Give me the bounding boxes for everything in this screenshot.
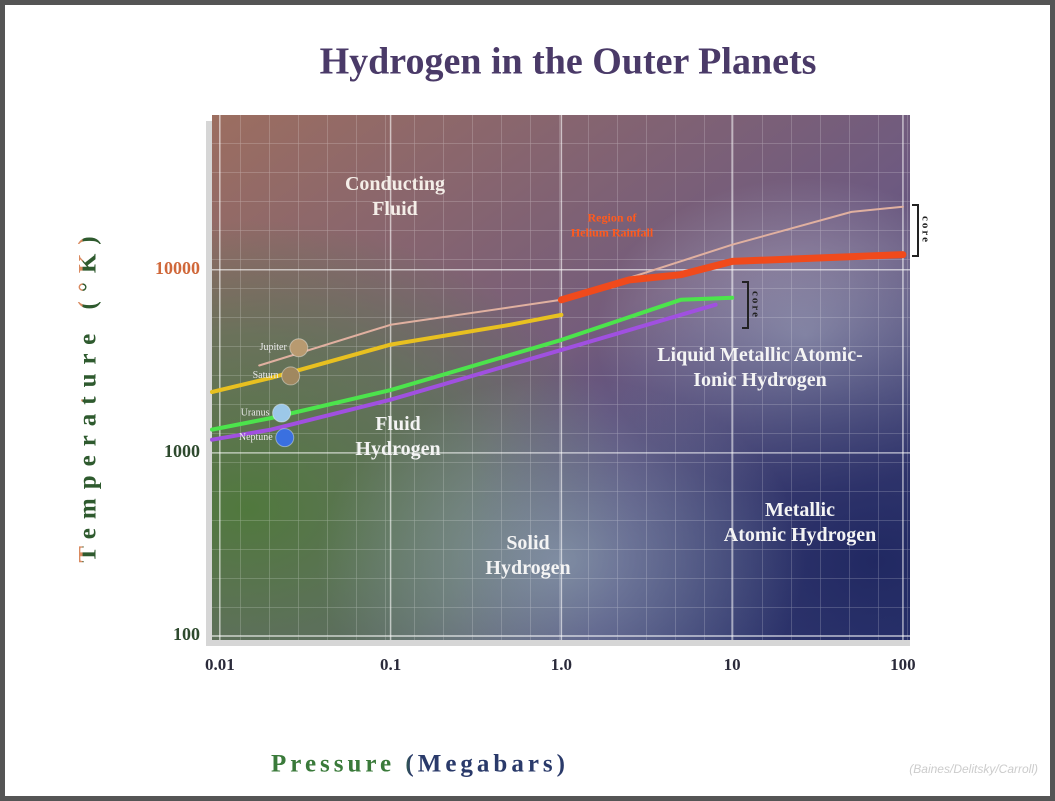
y-tick-label: 1000 <box>164 441 200 461</box>
annotation-text: Hydrogen <box>485 557 570 579</box>
planet-marker <box>290 339 308 357</box>
planet-marker <box>282 367 300 385</box>
planet-label: Neptune <box>239 432 273 443</box>
annotation-text: Hydrogen <box>355 438 440 460</box>
annotation: core <box>919 216 931 244</box>
x-tick-label: 0.1 <box>380 655 401 674</box>
annotation-text: Helium Rainfall <box>571 225 654 239</box>
chart: Hydrogen in the Outer Planets Pressure (… <box>0 0 1055 801</box>
y-tick-label: 100 <box>173 624 200 644</box>
x-tick-label: 100 <box>890 655 916 674</box>
annotation-text: Fluid <box>372 198 418 220</box>
planet-marker <box>273 404 291 422</box>
planet-label: Jupiter <box>260 342 288 353</box>
annotation-text: Ionic Hydrogen <box>693 369 827 391</box>
annotation-text: Solid <box>506 532 549 554</box>
chart-title: Hydrogen in the Outer Planets <box>320 41 817 83</box>
planet-label: Uranus <box>241 407 270 418</box>
annotation-text: Region of <box>588 210 638 224</box>
x-tick-label: 1.0 <box>551 655 572 674</box>
annotation-text: core <box>919 216 931 244</box>
y-tick-label: 10000 <box>155 258 200 278</box>
planet-marker <box>276 429 294 447</box>
annotation: core <box>749 291 761 319</box>
annotation-text: Fluid <box>375 413 421 435</box>
credit: (Baines/Delitsky/Carroll) <box>909 762 1038 776</box>
x-tick-label: 10 <box>724 655 741 674</box>
annotation-text: Conducting <box>345 173 445 195</box>
x-tick-label: 0.01 <box>205 655 235 674</box>
annotation-text: Liquid Metallic Atomic- <box>657 344 863 366</box>
x-axis-title: Pressure (Megabars) <box>271 751 569 778</box>
annotation-text: Atomic Hydrogen <box>724 524 876 546</box>
annotation-text: Metallic <box>765 499 835 521</box>
y-axis-title: Temperature (°K) <box>75 227 102 562</box>
annotation-text: core <box>749 291 761 319</box>
planet-label: Saturn <box>253 370 279 381</box>
